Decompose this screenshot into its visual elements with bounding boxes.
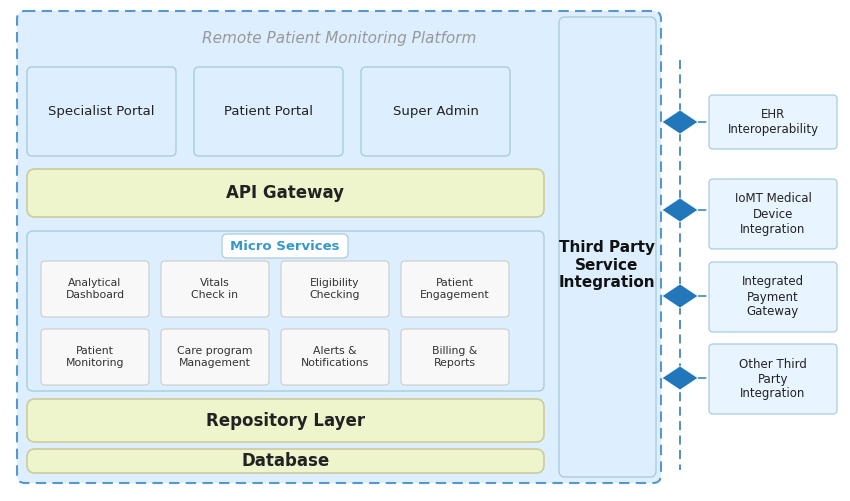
Text: Micro Services: Micro Services xyxy=(230,239,340,253)
FancyBboxPatch shape xyxy=(27,449,544,473)
FancyBboxPatch shape xyxy=(361,67,510,156)
FancyBboxPatch shape xyxy=(281,261,389,317)
Text: Care program
Management: Care program Management xyxy=(178,346,252,368)
Polygon shape xyxy=(662,284,698,308)
Text: EHR
Interoperability: EHR Interoperability xyxy=(728,108,819,136)
Text: Eligibility
Checking: Eligibility Checking xyxy=(309,278,360,300)
Text: API Gateway: API Gateway xyxy=(226,184,344,202)
Text: Super Admin: Super Admin xyxy=(393,105,479,118)
Text: Third Party
Service
Integration: Third Party Service Integration xyxy=(558,240,655,290)
FancyBboxPatch shape xyxy=(17,11,661,483)
FancyBboxPatch shape xyxy=(194,67,343,156)
FancyBboxPatch shape xyxy=(222,234,348,258)
Text: IoMT Medical
Device
Integration: IoMT Medical Device Integration xyxy=(734,192,812,235)
Polygon shape xyxy=(662,110,698,134)
Text: Analytical
Dashboard: Analytical Dashboard xyxy=(65,278,125,300)
FancyBboxPatch shape xyxy=(709,262,837,332)
FancyBboxPatch shape xyxy=(41,261,149,317)
Text: Alerts &
Notifications: Alerts & Notifications xyxy=(301,346,369,368)
Polygon shape xyxy=(662,366,698,390)
FancyBboxPatch shape xyxy=(559,17,656,477)
FancyBboxPatch shape xyxy=(161,329,269,385)
Text: Patient Portal: Patient Portal xyxy=(224,105,313,118)
FancyBboxPatch shape xyxy=(709,344,837,414)
Text: Database: Database xyxy=(241,452,330,470)
FancyBboxPatch shape xyxy=(27,399,544,442)
Polygon shape xyxy=(662,198,698,222)
FancyBboxPatch shape xyxy=(161,261,269,317)
FancyBboxPatch shape xyxy=(401,329,509,385)
Text: Patient
Engagement: Patient Engagement xyxy=(420,278,490,300)
FancyBboxPatch shape xyxy=(27,169,544,217)
Text: Other Third
Party
Integration: Other Third Party Integration xyxy=(739,358,807,400)
Text: Repository Layer: Repository Layer xyxy=(206,411,365,429)
FancyBboxPatch shape xyxy=(401,261,509,317)
FancyBboxPatch shape xyxy=(281,329,389,385)
FancyBboxPatch shape xyxy=(709,179,837,249)
Text: Remote Patient Monitoring Platform: Remote Patient Monitoring Platform xyxy=(201,31,476,46)
FancyBboxPatch shape xyxy=(27,231,544,391)
Text: Integrated
Payment
Gateway: Integrated Payment Gateway xyxy=(742,276,804,319)
FancyBboxPatch shape xyxy=(709,95,837,149)
FancyBboxPatch shape xyxy=(41,329,149,385)
Text: Billing &
Reports: Billing & Reports xyxy=(433,346,478,368)
FancyBboxPatch shape xyxy=(27,67,176,156)
Text: Vitals
Check in: Vitals Check in xyxy=(191,278,239,300)
Text: Patient
Monitoring: Patient Monitoring xyxy=(65,346,124,368)
Text: Specialist Portal: Specialist Portal xyxy=(48,105,155,118)
